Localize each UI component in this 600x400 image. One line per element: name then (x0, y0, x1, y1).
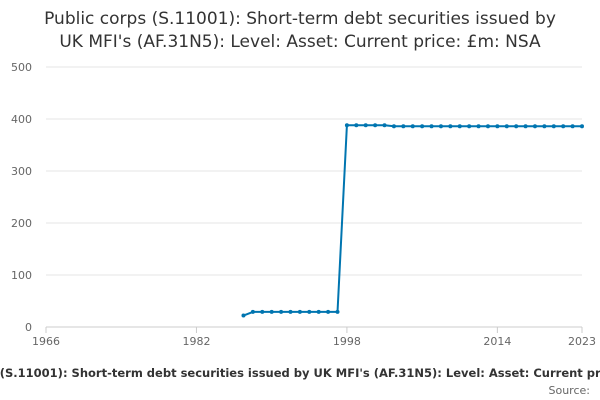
data-point (438, 124, 443, 129)
series-group (241, 123, 584, 318)
data-point (391, 124, 396, 129)
gridlines (46, 66, 582, 276)
y-tick-label: 100 (11, 269, 32, 282)
data-point (401, 124, 406, 129)
x-axis-label: Public corps (S.11001): Short-term debt … (0, 366, 600, 380)
data-point (269, 309, 274, 314)
data-point (495, 124, 500, 129)
series-line (243, 124, 582, 317)
x-tick-label: 1966 (32, 335, 60, 348)
data-point (551, 124, 556, 129)
x-tick-label: 2014 (483, 335, 511, 348)
y-tick-label: 300 (11, 165, 32, 178)
x-axis: 1966 1982 1998 2014 2023 (32, 326, 596, 348)
data-point (260, 309, 265, 314)
y-tick-label: 400 (11, 113, 32, 126)
x-tick-label: 2023 (568, 335, 596, 348)
data-point (363, 123, 368, 128)
y-tick-label: 500 (11, 61, 32, 74)
data-point (344, 123, 349, 128)
data-point (485, 124, 490, 129)
data-point (476, 124, 481, 129)
data-point (279, 309, 284, 314)
data-point (504, 124, 509, 129)
data-point (457, 124, 462, 129)
data-point (297, 309, 302, 314)
chart-title-line-1: Public corps (S.11001): Short-term debt … (44, 9, 556, 29)
data-point (523, 124, 528, 129)
data-point (335, 309, 340, 314)
data-point (326, 309, 331, 314)
data-point (448, 124, 453, 129)
y-axis: 0 100 200 300 400 500 (11, 61, 32, 334)
data-point (542, 124, 547, 129)
data-point (429, 124, 434, 129)
data-point (382, 123, 387, 128)
y-tick-label: 200 (11, 217, 32, 230)
y-tick-label: 0 (25, 321, 32, 334)
data-point (561, 124, 566, 129)
data-point (354, 123, 359, 128)
data-point (410, 124, 415, 129)
x-tick-label: 1998 (333, 335, 361, 348)
source-label: Source: (549, 384, 591, 397)
data-point (570, 124, 575, 129)
data-point (307, 309, 312, 314)
data-point (467, 124, 472, 129)
data-point (532, 124, 537, 129)
data-point (373, 123, 378, 128)
x-tick-label: 1982 (182, 335, 210, 348)
data-point (580, 124, 584, 129)
data-point (514, 124, 519, 129)
data-point (316, 309, 321, 314)
chart-title-line-2: UK MFI's (AF.31N5): Level: Asset: Curren… (59, 32, 541, 52)
data-point (288, 309, 293, 314)
data-point (241, 313, 246, 318)
data-point (250, 309, 255, 314)
data-point (420, 124, 425, 129)
